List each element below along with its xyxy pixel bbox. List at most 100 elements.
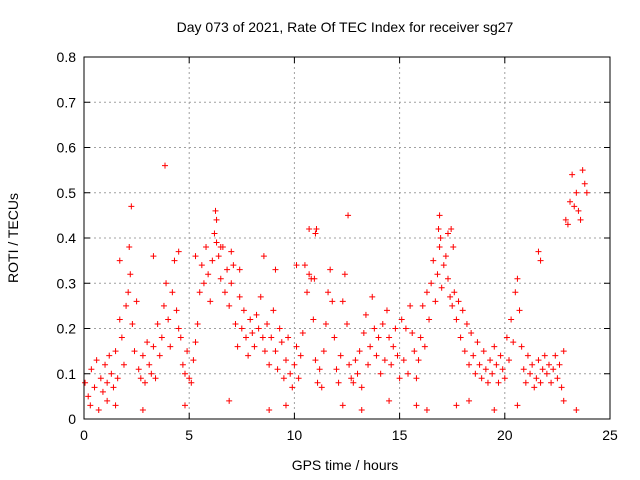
data-point: [518, 343, 525, 350]
data-point: [228, 280, 235, 287]
data-point: [120, 361, 127, 368]
data-point: [179, 361, 186, 368]
data-point: [234, 343, 241, 350]
data-point: [531, 384, 538, 391]
data-point: [428, 280, 435, 287]
data-point: [87, 402, 94, 409]
data-point: [297, 352, 304, 359]
data-point: [358, 384, 365, 391]
data-point: [318, 384, 325, 391]
data-point: [88, 366, 95, 373]
data-point: [192, 253, 199, 260]
data-point: [167, 343, 174, 350]
data-point: [484, 379, 491, 386]
data-point: [556, 361, 563, 368]
data-point: [266, 406, 273, 413]
data-point: [365, 361, 372, 368]
data-point: [102, 361, 109, 368]
data-point: [299, 330, 306, 337]
x-tick-label: 15: [392, 427, 408, 443]
data-point: [236, 293, 243, 300]
data-point: [311, 275, 318, 282]
data-point: [415, 357, 422, 364]
data-point: [337, 352, 344, 359]
data-point: [264, 320, 271, 327]
data-point: [335, 379, 342, 386]
data-point: [539, 366, 546, 373]
data-point: [224, 266, 231, 273]
data-point: [514, 402, 521, 409]
data-point: [371, 325, 378, 332]
data-point: [209, 257, 216, 264]
data-point: [451, 289, 458, 296]
data-point: [118, 334, 125, 341]
axis-ticks: [83, 56, 611, 420]
data-point: [444, 230, 451, 237]
data-point: [226, 302, 233, 309]
data-point: [162, 162, 169, 169]
data-point: [491, 406, 498, 413]
data-point: [516, 307, 523, 314]
data-point: [392, 325, 399, 332]
data-point: [126, 244, 133, 251]
chart-title: Day 073 of 2021, Rate Of TEC Index for r…: [177, 19, 514, 35]
data-point: [564, 221, 571, 228]
data-point: [295, 375, 302, 382]
data-point: [97, 375, 104, 382]
data-point: [396, 375, 403, 382]
data-point: [278, 339, 285, 346]
x-tick-label: 5: [185, 427, 193, 443]
data-point: [522, 379, 529, 386]
data-point: [221, 289, 228, 296]
data-point: [99, 388, 106, 395]
x-axis-label: GPS time / hours: [292, 457, 399, 473]
data-point: [379, 320, 386, 327]
data-point: [266, 361, 273, 368]
data-point: [272, 266, 279, 273]
data-point: [173, 307, 180, 314]
data-point: [497, 352, 504, 359]
data-point: [259, 334, 266, 341]
data-point: [116, 316, 123, 323]
data-point: [468, 330, 475, 337]
data-point: [217, 244, 224, 251]
data-point: [377, 370, 384, 377]
data-point: [198, 262, 205, 269]
data-point: [310, 316, 317, 323]
data-point: [257, 293, 264, 300]
data-point: [457, 334, 464, 341]
data-point: [316, 366, 323, 373]
data-point: [137, 375, 144, 382]
data-point: [314, 379, 321, 386]
data-point: [190, 357, 197, 364]
data-point: [150, 343, 157, 350]
data-point: [175, 248, 182, 255]
data-point: [413, 402, 420, 409]
data-point: [139, 352, 146, 359]
data-point: [350, 379, 357, 386]
data-point: [360, 330, 367, 337]
data-point: [573, 189, 580, 196]
data-point: [270, 307, 277, 314]
data-point: [569, 171, 576, 178]
data-point: [289, 384, 296, 391]
data-point: [240, 307, 247, 314]
x-tick-label: 25: [602, 427, 618, 443]
data-point: [527, 370, 534, 377]
data-point: [148, 370, 155, 377]
data-point: [529, 361, 536, 368]
data-point: [514, 275, 521, 282]
data-point: [156, 352, 163, 359]
y-tick-label: 0.5: [57, 185, 77, 201]
data-point: [247, 316, 254, 323]
data-point: [407, 302, 414, 309]
data-point: [260, 253, 267, 260]
data-point: [154, 320, 161, 327]
data-point: [274, 366, 281, 373]
data-point: [112, 348, 119, 355]
data-point: [129, 320, 136, 327]
data-point: [152, 375, 159, 382]
data-point: [177, 334, 184, 341]
data-point: [150, 253, 157, 260]
